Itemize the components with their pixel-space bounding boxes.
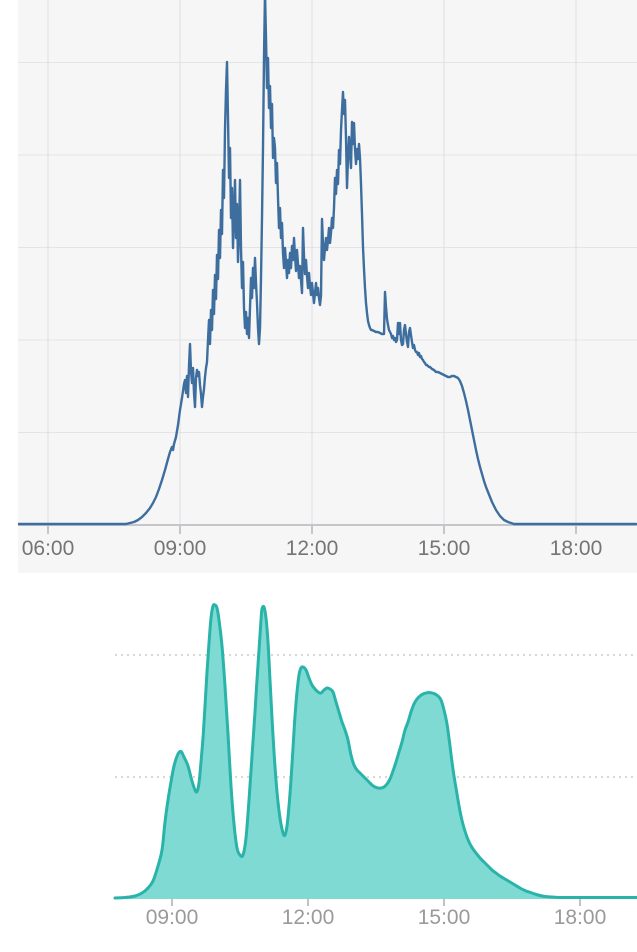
forecast-area-outline (113, 603, 637, 900)
x-axis-label: 06:00 (21, 537, 75, 560)
forecast-area-fill (115, 604, 637, 899)
x-axis-label: 15:00 (417, 537, 471, 560)
forecast-area-chart[interactable] (0, 580, 637, 915)
power-chart-panel (18, 0, 637, 573)
x-axis-label: 12:00 (281, 906, 335, 929)
x-axis-label: 09:00 (153, 537, 207, 560)
power-line-series (18, 0, 637, 526)
x-axis-label: 12:00 (285, 537, 339, 560)
x-axis-label: 18:00 (553, 906, 607, 929)
power-line-chart[interactable] (18, 0, 637, 540)
x-axis-label: 15:00 (417, 906, 471, 929)
x-axis-label: 18:00 (549, 537, 603, 560)
x-axis-label: 09:00 (145, 906, 199, 929)
